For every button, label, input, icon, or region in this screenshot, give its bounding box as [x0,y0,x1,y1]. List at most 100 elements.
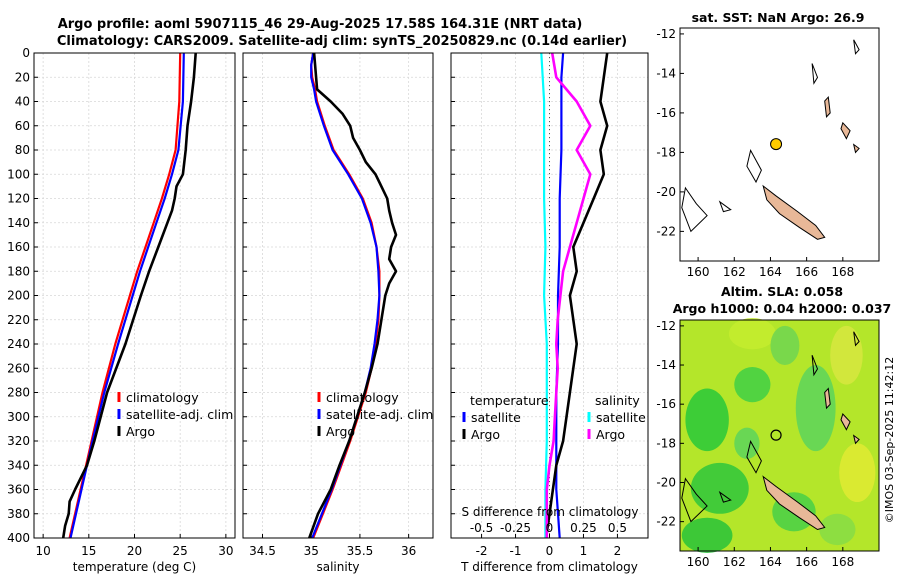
reef-outline [746,149,762,184]
sla-map-subtitle: Argo h1000: 0.04 h2000: 0.037 [673,301,892,316]
x-tick-label-top: 0 [546,521,554,535]
reef-outline [853,331,860,347]
sst-map-title: sat. SST: NaN Argo: 26.9 [692,10,865,25]
sla-anomaly-patch [770,325,800,366]
series-salinity-satellite [540,52,548,538]
sla-anomaly-patch [734,366,771,403]
series-climatology [310,52,381,539]
reef-outline [746,440,762,474]
sla-anomaly-patch [819,513,856,546]
x-tick-label: 162 [723,265,746,279]
y-tick-label: 380 [7,507,30,521]
y-tick-label: 200 [7,289,30,303]
y-tick-label: 0 [22,46,30,60]
island-vanuatu [840,413,851,431]
reef-outline [718,490,732,503]
panel-difference: -2 -1 0 1 2 T difference from climatology temp… [450,52,649,574]
y-tick-label: -20 [656,185,676,199]
y-tick-label: 140 [7,216,30,230]
x-tick-label: 10 [35,544,50,558]
y-tick-label: -22 [656,515,676,529]
x-tick-label: -2 [476,544,488,558]
y-tick-label: -16 [656,397,676,411]
x-tick-label: 35.5 [347,544,374,558]
y-tick-label: 220 [7,313,30,327]
y-tick-label: -18 [656,436,676,450]
y-tick-label: -16 [656,106,676,120]
panel-salinity: 34.5 35 35.5 36 salinity climatology satellite… [242,52,434,574]
legend-label: Argo [326,424,355,439]
y-tick-label: 40 [15,95,30,109]
y-tick-label: 360 [7,483,30,497]
x-tick-label-top: 0.5 [608,521,627,535]
x-tick-label: 36 [401,544,416,558]
y-tick-label: -12 [656,319,676,333]
legend-heading: salinity [595,393,640,408]
figure-title-line1: Argo profile: aoml 5907115_46 29-Aug-202… [58,17,583,32]
x-tick-label: 164 [759,265,782,279]
x-tick-label: -1 [510,544,522,558]
series-argo [61,52,197,539]
legend-label: climatology [326,390,399,405]
panel-sla-map: 160 162 164 166 168 -12 -14 -16 -18 -20 -22 [656,318,880,569]
series-satellite-adj-clim [310,52,381,539]
x-tick-label: 160 [687,555,710,569]
x-tick-label: 20 [127,544,142,558]
argo-location-marker [770,138,783,151]
x-tick-label-top: -0.25 [500,521,531,535]
legend-label: Argo [471,427,500,442]
series-argo [308,52,398,539]
x-tick-label: 166 [795,265,818,279]
x-tick-label: 35 [304,544,319,558]
sla-anomaly-patch [795,365,836,452]
sla-anomaly-patch [839,443,876,503]
sla-anomaly-patch [685,388,729,452]
x-axis-label-top: S difference from climatology [462,505,639,519]
series-temperature-satellite [555,52,565,539]
legend-label: satellite [596,410,646,425]
y-tick-label: -14 [656,358,676,372]
reef-outline [811,63,819,85]
series-temperature-argo [544,52,609,539]
reef-outline [681,186,708,233]
x-tick-label-top: 0.25 [570,521,597,535]
y-tick-label: 60 [15,119,30,133]
y-tick-label: -20 [656,475,676,489]
y-tick-label: -12 [656,27,676,41]
x-tick-label: 162 [723,555,746,569]
y-tick-label: -14 [656,66,676,80]
island-vanuatu [824,387,831,410]
legend-label: Argo [596,427,625,442]
x-tick-label-top: -0.5 [470,521,493,535]
sla-map-title: Altim. SLA: 0.058 [721,284,843,299]
legend-label: satellite-adj. clim [126,407,233,422]
sla-anomaly-patch [681,517,733,553]
island-new-caledonia [762,184,826,240]
legend-label: satellite [471,410,521,425]
x-tick-label: 166 [795,555,818,569]
y-tick-label: -22 [656,224,676,238]
x-tick-label: 30 [218,544,233,558]
y-tick-label: 180 [7,264,30,278]
x-tick-label: 1 [580,544,588,558]
series-satellite-adj-clim [69,52,185,539]
x-axis-label: temperature (deg C) [73,560,196,574]
x-tick-label: 2 [614,544,622,558]
island-vanuatu [852,143,860,154]
panel-sst-map: 160 162 164 166 168 -12 -14 -16 -18 -20 -22 [656,27,880,279]
reef-outline [811,355,819,377]
y-tick-label: 400 [7,531,30,545]
island-vanuatu [824,95,831,119]
sla-anomaly-patch [830,325,863,385]
x-tick-label: 168 [831,265,854,279]
y-tick-label: 240 [7,337,30,351]
sla-anomaly-patch [690,462,749,514]
legend-label: climatology [126,390,199,405]
y-tick-label: 80 [15,143,30,157]
legend-label: Argo [126,424,155,439]
island-new-caledonia [762,475,826,531]
x-axis-label: salinity [316,560,359,574]
sla-anomaly-patch [734,427,760,459]
y-tick-label: 100 [7,167,30,181]
map-frame [679,319,880,552]
